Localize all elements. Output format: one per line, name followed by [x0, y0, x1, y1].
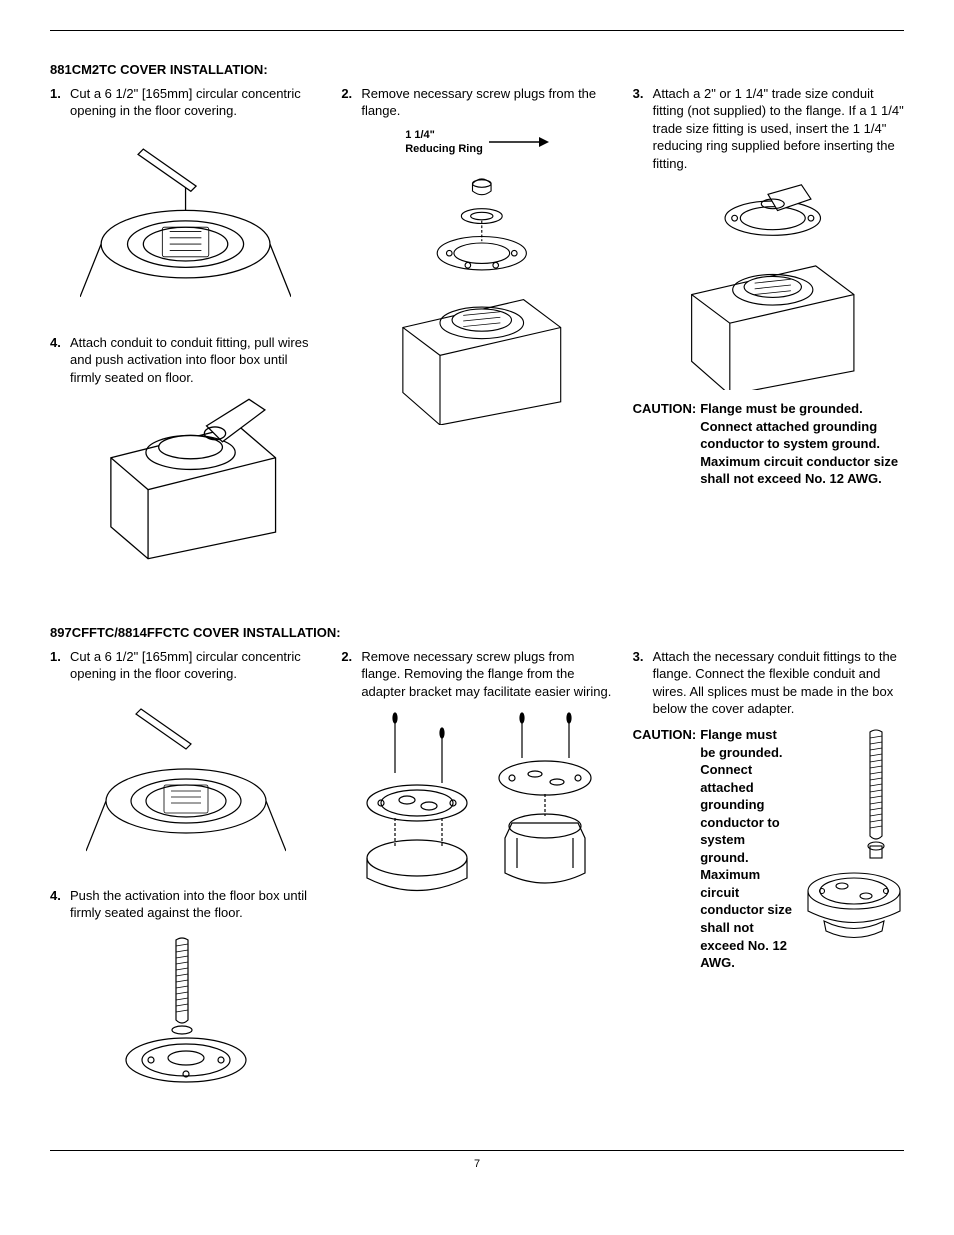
step-text: Cut a 6 1/2" [165mm] circular concentric…	[70, 648, 321, 683]
step-text: Push the activation into the floor box u…	[70, 887, 321, 922]
diagram-attach-conduit	[50, 394, 321, 564]
diagram-flex-conduit	[804, 726, 904, 951]
step-text: Remove necessary screw plugs from the fl…	[361, 85, 612, 120]
step-num: 2.	[341, 85, 361, 103]
section1-col1: 1. Cut a 6 1/2" [165mm] circular concent…	[50, 85, 321, 565]
step-text: Attach conduit to conduit fitting, pull …	[70, 334, 321, 387]
step-num: 2.	[341, 648, 361, 666]
caution-label: CAUTION:	[633, 726, 697, 972]
diagram-cut-opening	[50, 128, 321, 318]
caution-text: Flange must be grounded. Connect attache…	[700, 726, 794, 972]
callout-label: 1 1/4"	[405, 129, 435, 141]
step-num: 1.	[50, 648, 70, 666]
section-881cm2tc: 881CM2TC COVER INSTALLATION: 1. Cut a 6 …	[50, 61, 904, 564]
step-text: Cut a 6 1/2" [165mm] circular concentric…	[70, 85, 321, 120]
section1-title: 881CM2TC COVER INSTALLATION:	[50, 61, 904, 79]
step-text: Remove necessary screw plugs from flange…	[361, 648, 612, 701]
diagram-cut-opening-2	[50, 691, 321, 871]
caution-block: CAUTION: Flange must be grounded. Connec…	[633, 400, 904, 488]
section2-col1: 1. Cut a 6 1/2" [165mm] circular concent…	[50, 648, 321, 1110]
caution-label: CAUTION:	[633, 400, 697, 488]
caution-block: CAUTION: Flange must be grounded. Connec…	[633, 726, 794, 972]
callout-label: Reducing Ring	[405, 143, 483, 155]
step-num: 3.	[633, 85, 653, 103]
section2-title: 897CFFTC/8814FFCTC COVER INSTALLATION:	[50, 624, 904, 642]
top-rule	[50, 30, 904, 31]
section2-col2: 2. Remove necessary screw plugs from fla…	[341, 648, 612, 1110]
step-num: 3.	[633, 648, 653, 666]
section1-col2: 2. Remove necessary screw plugs from the…	[341, 85, 612, 565]
step-num: 1.	[50, 85, 70, 103]
step-text: Attach a 2" or 1 1/4" trade size conduit…	[653, 85, 904, 173]
reducing-ring-callout: 1 1/4" Reducing Ring	[341, 128, 612, 158]
section2-col3: 3. Attach the necessary conduit fittings…	[633, 648, 904, 1110]
diagram-push-activation	[50, 930, 321, 1110]
diagram-remove-plugs	[341, 165, 612, 425]
step-num: 4.	[50, 887, 70, 905]
section1-col3: 3. Attach a 2" or 1 1/4" trade size cond…	[633, 85, 904, 565]
bottom-rule	[50, 1150, 904, 1151]
page-number: 7	[50, 1157, 904, 1172]
step-text: Attach the necessary conduit fittings to…	[653, 648, 904, 718]
diagram-remove-flange	[341, 708, 612, 908]
caution-text: Flange must be grounded. Connect attache…	[700, 400, 904, 488]
diagram-attach-fitting	[633, 180, 904, 390]
section-897cfftc: 897CFFTC/8814FFCTC COVER INSTALLATION: 1…	[50, 624, 904, 1110]
step-num: 4.	[50, 334, 70, 352]
arrow-icon	[489, 135, 549, 149]
